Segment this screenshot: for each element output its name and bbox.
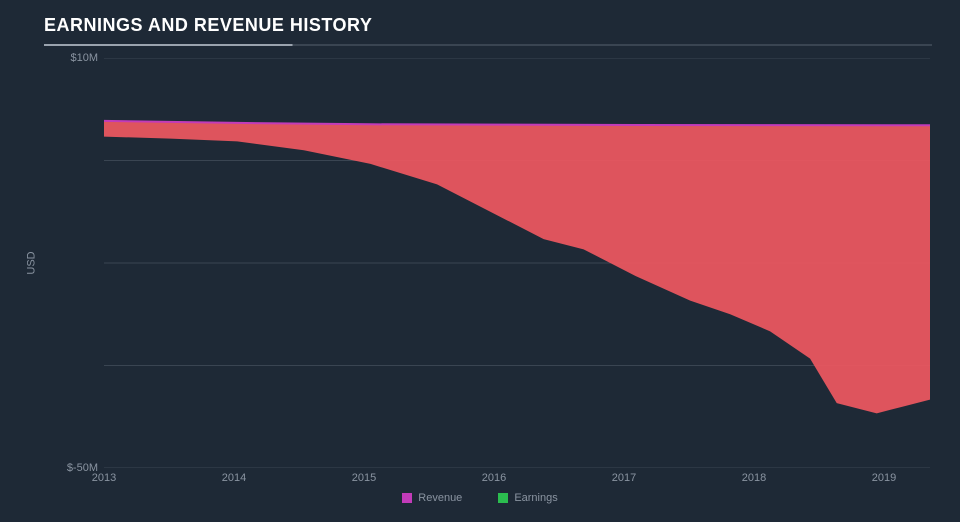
x-tick-label: 2014 bbox=[222, 472, 246, 484]
x-tick-label: 2017 bbox=[612, 472, 636, 484]
y-tick-label: $10M bbox=[70, 52, 98, 64]
legend-label: Earnings bbox=[514, 492, 557, 504]
legend-swatch bbox=[402, 493, 412, 503]
plot-svg bbox=[104, 58, 930, 468]
x-tick-label: 2018 bbox=[742, 472, 766, 484]
chart-title: EARNINGS AND REVENUE HISTORY bbox=[44, 15, 940, 36]
x-tick-label: 2013 bbox=[92, 472, 116, 484]
legend: Revenue Earnings bbox=[20, 492, 940, 504]
y-axis-label: USD bbox=[20, 58, 44, 468]
legend-item: Earnings bbox=[498, 492, 557, 504]
x-axis-ticks: 2013201420152016201720182019 bbox=[104, 468, 910, 488]
x-tick-label: 2016 bbox=[482, 472, 506, 484]
legend-item: Revenue bbox=[402, 492, 462, 504]
plot-area bbox=[104, 58, 930, 468]
legend-label: Revenue bbox=[418, 492, 462, 504]
title-rule bbox=[44, 44, 932, 46]
y-axis-ticks: $10M$-50M bbox=[44, 58, 104, 468]
chart-area: USD $10M$-50M bbox=[20, 58, 940, 468]
chart-container: EARNINGS AND REVENUE HISTORY USD $10M$-5… bbox=[0, 0, 960, 522]
legend-swatch bbox=[498, 493, 508, 503]
x-tick-label: 2015 bbox=[352, 472, 376, 484]
x-tick-label: 2019 bbox=[872, 472, 896, 484]
